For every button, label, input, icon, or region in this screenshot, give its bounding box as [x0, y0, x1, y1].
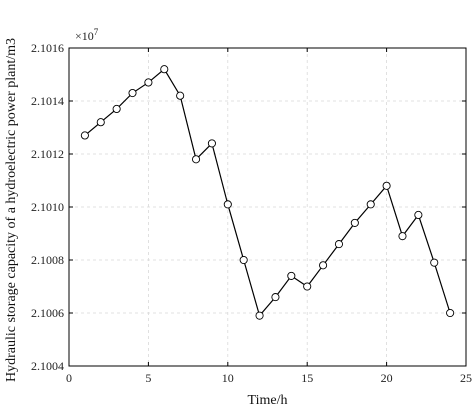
y-multiplier-exponent: 7 — [94, 27, 99, 37]
data-point — [271, 293, 280, 302]
data-point — [223, 200, 232, 209]
data-point — [239, 255, 248, 265]
data-point — [414, 210, 423, 219]
y-axis-multiplier: ×107 — [75, 27, 99, 43]
series-line — [84, 68, 451, 317]
data-point — [303, 282, 312, 291]
y-axis-title: Hydraulic storage capacity of a hydroele… — [4, 38, 19, 382]
data-point — [334, 240, 344, 249]
data-point — [382, 181, 391, 190]
data-point — [80, 131, 89, 140]
series — [84, 68, 451, 317]
x-axis-title: Time/h — [248, 393, 288, 408]
data-point — [255, 311, 264, 320]
y-tick-label: 2.1012 — [31, 147, 64, 161]
data-point — [176, 91, 185, 100]
x-tick-label: 25 — [460, 371, 472, 385]
y-tick-label: 2.1008 — [31, 253, 64, 267]
data-point — [191, 155, 201, 164]
data-point — [128, 89, 137, 98]
x-tick-label: 0 — [66, 371, 72, 385]
y-multiplier-base: ×10 — [75, 29, 94, 43]
grid — [69, 48, 466, 366]
data-point — [319, 261, 328, 270]
data-point — [366, 200, 375, 209]
data-point — [96, 118, 105, 127]
data-point — [350, 218, 359, 227]
y-tick-label: 2.1014 — [31, 94, 64, 108]
x-tick-label: 15 — [301, 371, 313, 385]
data-point — [160, 65, 169, 74]
x-tick-label: 5 — [145, 371, 151, 385]
data-point — [430, 258, 439, 267]
x-tick-labels: 0 5 10 15 20 25 — [66, 371, 472, 385]
data-point — [398, 232, 407, 241]
data-point — [446, 308, 455, 318]
data-point — [112, 104, 121, 113]
y-tick-labels: 2.1004 2.1006 2.1008 2.1010 2.1012 2.1014 2.10… — [31, 41, 64, 373]
x-tick-label: 20 — [381, 371, 393, 385]
x-tick-label: 10 — [222, 371, 234, 385]
y-tick-label: 2.1004 — [31, 359, 64, 373]
data-point — [144, 78, 153, 87]
y-tick-label: 2.1010 — [31, 200, 64, 214]
plot-frame — [68, 47, 467, 367]
y-tick-label: 2.1016 — [31, 41, 64, 55]
data-markers — [80, 65, 455, 320]
data-point — [287, 271, 296, 280]
y-tick-label: 2.1006 — [31, 306, 64, 320]
data-point — [207, 139, 216, 148]
